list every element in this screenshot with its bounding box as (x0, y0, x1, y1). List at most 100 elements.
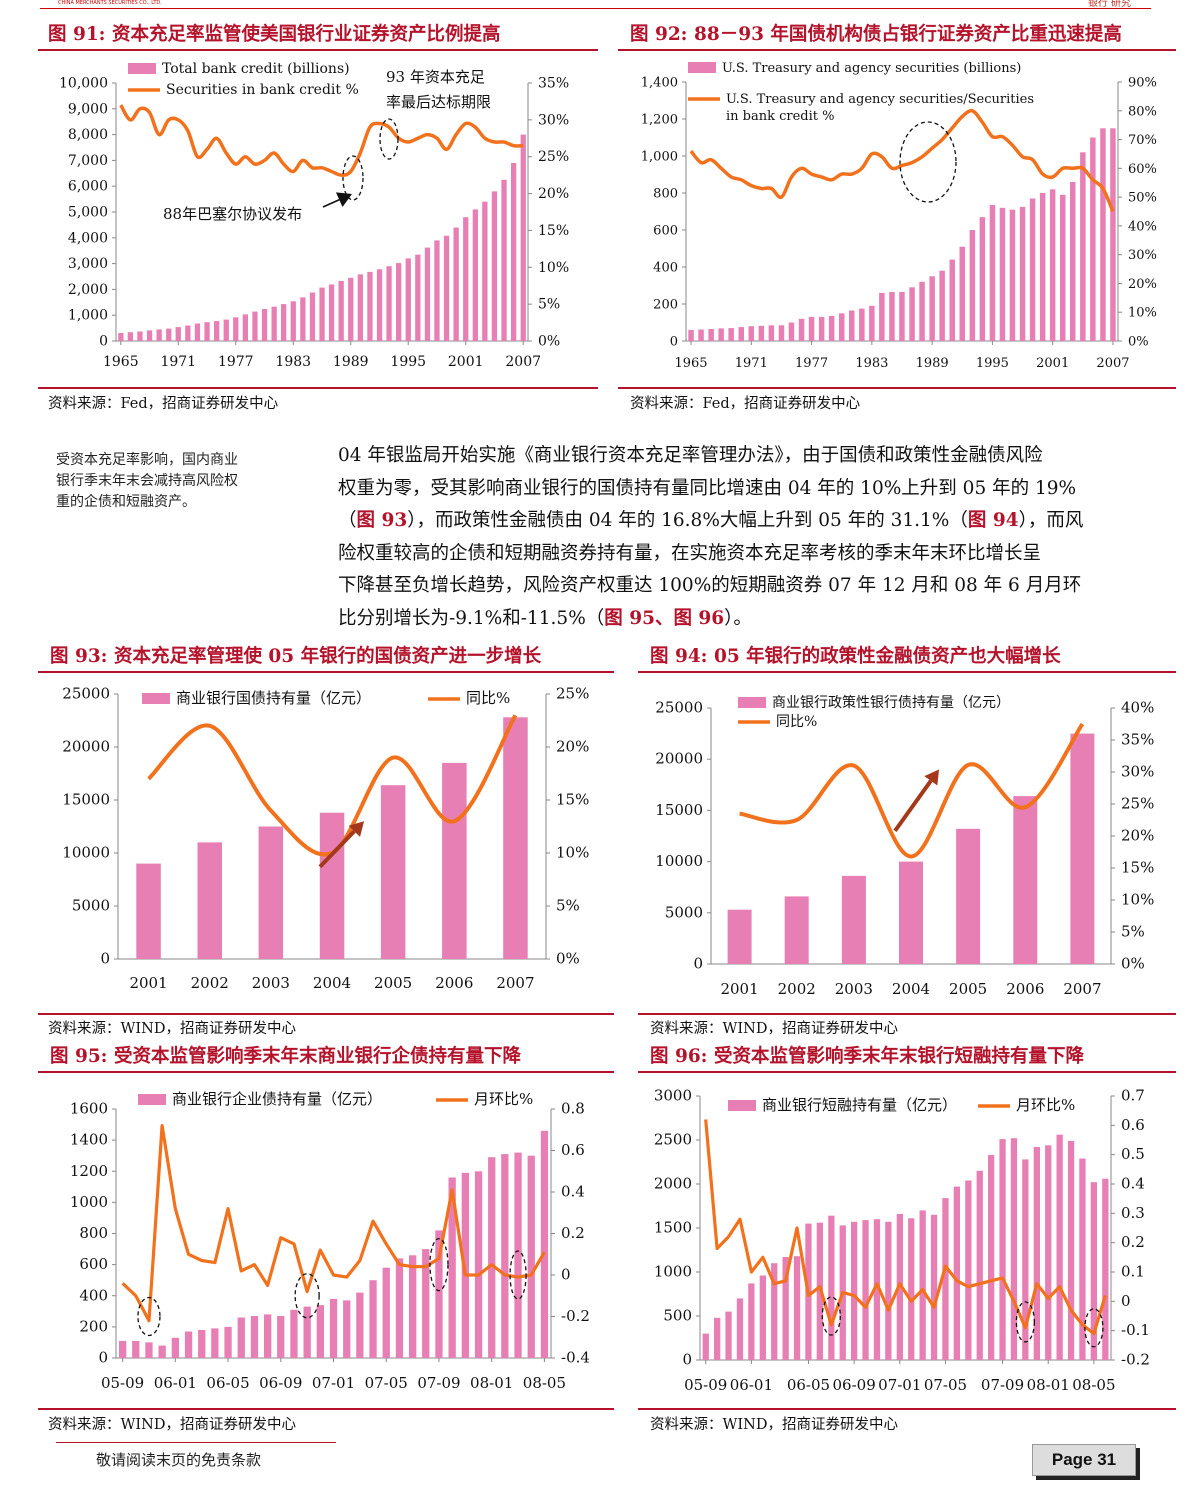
fig91-source-rule (38, 387, 598, 389)
legend-swatch-bar (728, 1100, 756, 1111)
y2-tick-label: 20% (1128, 277, 1157, 292)
y2-tick-label: 35% (1121, 731, 1154, 749)
y-tick-label: 1000 (654, 1263, 692, 1281)
bar (158, 1345, 166, 1358)
x-tick-label: 2003 (835, 980, 873, 998)
bar (778, 325, 785, 341)
y-tick-label: 20000 (655, 750, 703, 768)
y-tick-label: 25000 (62, 685, 110, 703)
bar (442, 762, 467, 959)
legend-swatch-bar (738, 697, 766, 708)
highlight-ellipse (509, 1250, 527, 1300)
annotation-1988: 88年巴塞尔协议发布 (163, 205, 302, 223)
y2-tick-label: 0.4 (1121, 1175, 1145, 1193)
x-tick-label: 2005 (949, 980, 987, 998)
y-tick-label: 7,000 (68, 153, 108, 169)
paragraph-line: 权重为零，受其影响商业银行的国债持有量同比增速由 04 年的 10%上升到 05… (338, 477, 1077, 499)
bar (501, 179, 507, 342)
bar (316, 1305, 324, 1358)
fig91-title: 图 91: 资本充足率监管使美国银行业证券资产比例提高 (48, 24, 501, 45)
bar (491, 191, 498, 341)
legend-label: in bank credit % (726, 109, 835, 124)
y-tick-label: 1400 (70, 1131, 108, 1149)
side-note: 受资本充足率影响，国内商业 银行季末年末会减持高风险权 重的企债和短融资产。 (56, 450, 306, 513)
y-tick-label: 2,000 (68, 282, 108, 298)
trend-arrow-shaft (893, 779, 933, 833)
bar (841, 875, 866, 964)
bar (736, 1298, 744, 1360)
fig93-link[interactable]: 图 93 (356, 510, 408, 531)
bar (409, 1255, 417, 1358)
fig95-source-rule (38, 1408, 614, 1410)
y2-tick-label: 0.2 (1121, 1233, 1145, 1251)
y-tick-label: 3,000 (68, 256, 108, 272)
x-tick-label: 1971 (160, 354, 196, 370)
bar (708, 329, 714, 341)
y2-tick-label: 30% (1128, 248, 1157, 263)
y2-tick-label: 15% (556, 791, 589, 809)
bar (930, 1214, 938, 1360)
fig95-96-link[interactable]: 图 95、图 96 (604, 607, 725, 629)
y2-tick-label: 0.3 (1121, 1204, 1145, 1222)
bar (965, 1180, 972, 1360)
x-tick-label: 1977 (218, 354, 254, 370)
fig94-svg: 0 5000 10000 15000 20000 25000 0% 5% 10% 15% 20% 25… (655, 694, 1154, 998)
y2-tick-label: 20% (538, 186, 569, 202)
bar (211, 1328, 219, 1358)
legend-label: Securities in bank credit % (166, 82, 359, 98)
fig94-link[interactable]: 图 94 (967, 510, 1019, 531)
highlight-ellipse (1084, 1308, 1104, 1348)
y-tick-label: 0 (682, 1351, 692, 1369)
bar (300, 297, 306, 341)
y2-tick-label: 15% (1121, 859, 1154, 877)
bar (1056, 1134, 1063, 1360)
x-tick-label: 2006 (435, 974, 473, 992)
bar (376, 269, 383, 341)
fig95-svg: 0 200 400 600 800 1000 1200 1400 1600 -0.4 -0.2 0 0.… (70, 1090, 590, 1392)
y2-tick-label: 5% (556, 897, 580, 915)
y2-tick-label: 60% (1128, 162, 1157, 177)
fig96-title-rule (638, 1071, 1176, 1073)
x-tick-label: 1965 (674, 356, 707, 371)
bar (514, 1152, 522, 1358)
x-tick-label: 07-01 (312, 1374, 355, 1392)
legend-swatch-bar (142, 693, 170, 704)
y2-tick-label: 0 (561, 1266, 571, 1284)
bar (728, 328, 734, 341)
bar (482, 201, 488, 341)
series-line (689, 108, 1115, 213)
bar (198, 1330, 206, 1358)
y-tick-label: 2500 (654, 1131, 692, 1149)
y-tick-label: 1000 (70, 1193, 108, 1211)
bar (233, 317, 239, 341)
fig92-svg: 0 200 400 600 800 1,000 1,200 1,400 0% 10% 20% 30% 4… (641, 61, 1157, 371)
paragraph-line: 04 年银监局开始实施《商业银行资本充足率管理办法》，由于国债和政策性金融债风险 (338, 445, 1043, 466)
fig92-title-rule (618, 49, 1176, 51)
y-tick-label: 0 (98, 1349, 108, 1367)
fig93-chart: 0 5000 10000 15000 20000 25000 0% 5% 10% 15% 20% 25… (38, 674, 614, 1011)
bar (258, 826, 284, 959)
y2-tick-label: 70% (1128, 133, 1157, 148)
y2-tick-label: -0.2 (1121, 1351, 1150, 1369)
x-tick-label: 1995 (390, 354, 426, 370)
bar (768, 325, 775, 341)
text-fragment: （ (338, 510, 357, 531)
fig91-source: 资料来源：Fed，招商证券研发中心 (48, 396, 279, 412)
fig92-chart: 0 200 400 600 800 1,000 1,200 1,400 0% 10% 20% 30% 4… (618, 52, 1176, 385)
x-tick-label: 2007 (496, 974, 534, 992)
highlight-ellipse (294, 1273, 320, 1319)
y2-tick-label: 0% (1121, 955, 1145, 973)
y-tick-label: 200 (653, 298, 678, 313)
bar (194, 323, 201, 341)
bar (540, 1130, 549, 1358)
bar (748, 1283, 755, 1360)
bar (738, 327, 744, 341)
bar (727, 909, 752, 964)
bar (382, 1267, 390, 1358)
bar (784, 896, 809, 964)
legend-swatch-bar (688, 62, 716, 73)
fig91-svg: 0 1,000 2,000 3,000 4,000 5,000 6,000 7,000 8,00… (59, 61, 569, 370)
bar (472, 209, 478, 341)
legend-label: 月环比% (474, 1090, 533, 1108)
y2-tick-label: 10% (556, 844, 589, 862)
